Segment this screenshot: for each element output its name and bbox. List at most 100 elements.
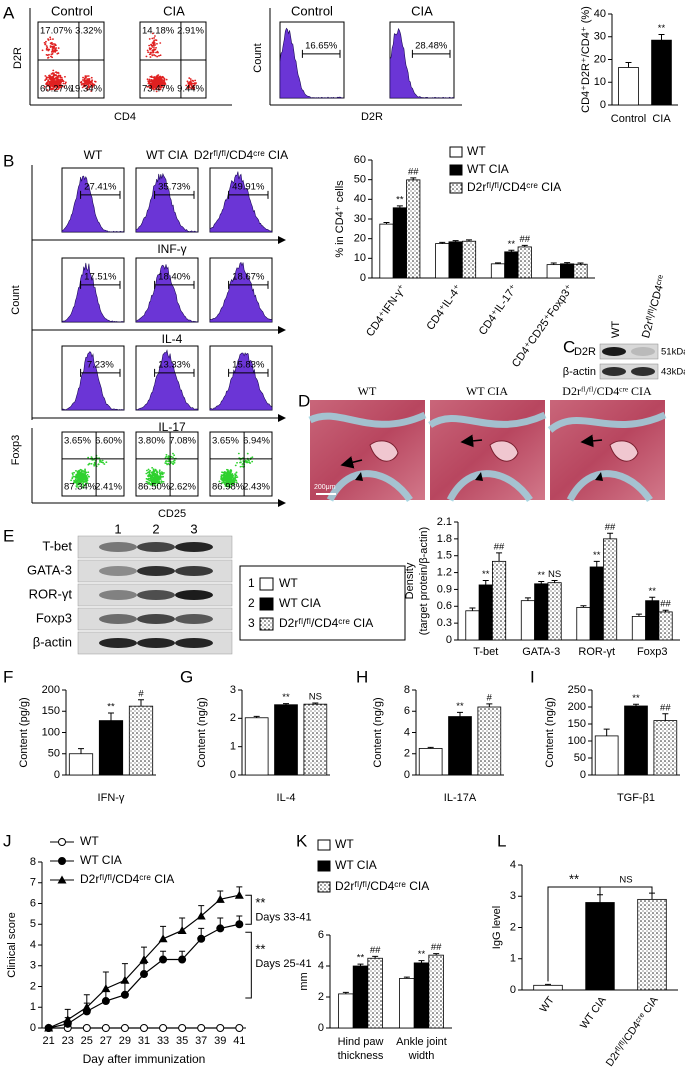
quadrant-percent: 7.08% <box>169 436 196 447</box>
y-tick-label: 20 <box>594 53 606 65</box>
significance: NS <box>619 875 632 886</box>
row-label: IL-4 <box>162 332 183 346</box>
error-bar <box>607 532 614 539</box>
bar <box>651 39 672 106</box>
marker <box>139 955 149 964</box>
bar <box>504 251 519 279</box>
quadrant-percent: 17.07% <box>40 26 73 37</box>
tissue-detail <box>308 411 427 503</box>
error-bar <box>78 748 84 754</box>
legend-number: 3 <box>248 616 255 630</box>
legend-label: WT CIA <box>335 858 377 872</box>
histogram <box>61 175 125 233</box>
plot-title: Control <box>291 3 333 18</box>
gate <box>154 190 195 199</box>
legend-swatch <box>259 577 274 591</box>
histogram <box>279 27 344 99</box>
error-bar <box>439 241 446 244</box>
bar <box>461 240 477 279</box>
marker <box>82 1002 92 1011</box>
y-tick-label: 2.1 <box>437 516 452 528</box>
bar <box>603 538 618 641</box>
y-axis-label: Content (ng/g) <box>196 697 208 767</box>
y-tick-label: 3 <box>510 890 516 902</box>
y-tick-label: 1 <box>30 1001 36 1013</box>
gate-percent: 27.41% <box>84 181 117 192</box>
events <box>145 452 177 487</box>
gate <box>411 49 451 58</box>
error-bar <box>551 579 558 583</box>
band-size: 43kDa <box>661 367 685 378</box>
legend-label: WT <box>279 576 298 590</box>
y-tick-label: 3 <box>30 960 36 972</box>
legend-swatch <box>259 597 274 611</box>
x-tick-label: ROR-γt <box>578 646 615 658</box>
error-bar <box>603 728 610 736</box>
significance: ## <box>660 702 671 713</box>
marker <box>57 875 67 884</box>
x-tick-label: thickness <box>338 1050 384 1062</box>
panel-letter: E <box>3 526 14 545</box>
lane-number: 2 <box>152 521 159 536</box>
blot-band <box>137 542 175 552</box>
x-tick-label: T-bet <box>473 646 498 658</box>
bar <box>637 898 667 991</box>
y-tick-label: 7 <box>30 877 36 889</box>
bar <box>560 263 575 279</box>
blot-band <box>99 542 137 552</box>
legend-label: WT CIA <box>279 596 321 610</box>
blot-band <box>175 566 213 576</box>
significance: ** <box>255 942 265 957</box>
axis-label: Foxp3 <box>10 435 22 466</box>
y-axis-label: mm <box>298 972 310 990</box>
bar <box>520 600 535 641</box>
significance: ## <box>408 166 419 177</box>
x-tick-label: D2rᶠˡ/ᶠˡ/CD4ᶜʳᵉ CIA <box>604 994 661 1068</box>
bar <box>128 705 154 776</box>
x-tick-label: 23 <box>62 1035 74 1047</box>
error-bar <box>466 239 473 242</box>
gate-percent: 28.48% <box>415 40 448 51</box>
error-bar <box>550 262 557 265</box>
error-bar <box>138 699 144 707</box>
error-bar <box>635 613 642 617</box>
marker <box>197 1024 206 1032</box>
legend-swatch <box>317 881 331 893</box>
y-axis-label: IgG level <box>491 906 503 949</box>
y-tick-label: 40 <box>594 8 606 20</box>
marker <box>58 857 66 865</box>
row-label: INF-γ <box>157 242 186 256</box>
legend-label: WT <box>467 144 486 158</box>
lane-label: D2rᶠˡ/ᶠˡ/CD4ᶜʳᵉ <box>640 274 668 340</box>
marker <box>158 934 168 943</box>
panel-letter: I <box>530 667 535 686</box>
histogram <box>135 172 199 233</box>
y-tick-label: 200 <box>42 684 60 696</box>
blot-band <box>137 614 175 624</box>
error-bar <box>580 605 587 608</box>
panel-letter: H <box>356 667 368 686</box>
legend-number: 1 <box>248 576 255 590</box>
significance: ** <box>538 570 546 581</box>
error-bar <box>545 983 551 986</box>
y-tick-label: 50 <box>48 748 60 760</box>
bar <box>492 560 507 641</box>
error-bar <box>597 894 603 903</box>
column-title: D2rᶠˡ/ᶠˡ/CD4ᶜʳᵉ CIA <box>194 148 288 162</box>
x-tick-label: 35 <box>176 1035 188 1047</box>
blot-band <box>175 590 213 600</box>
x-tick-label: Control <box>611 113 646 125</box>
plot-title: Control <box>51 3 93 18</box>
significance: ** <box>418 949 426 960</box>
blot-band <box>99 638 137 648</box>
bar <box>338 993 354 1029</box>
error-bar <box>508 249 515 252</box>
quadrant-percent: 87.34% <box>64 482 97 493</box>
x-tick-label: 21 <box>43 1035 55 1047</box>
gate-percent: 15.83% <box>232 359 265 370</box>
bar <box>547 582 562 641</box>
legend-swatch <box>317 860 331 872</box>
bar <box>465 610 480 641</box>
bar <box>399 978 415 1029</box>
marker <box>44 1023 54 1032</box>
